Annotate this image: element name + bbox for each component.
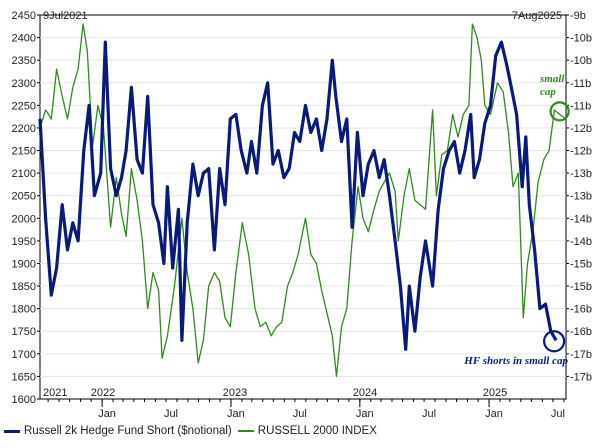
left-tick-label: 2350 <box>12 55 36 67</box>
right-axis-ticks: -9b -10b -10b -11b -11b -12b -12b -13b -13b -14b -… <box>566 10 592 383</box>
series-lines <box>38 23 567 378</box>
year-label: 2025 <box>483 387 507 399</box>
start-date-label: 9Jul2021 <box>43 10 88 22</box>
legend-swatch-russell <box>237 430 254 432</box>
right-tick-label: -12b <box>570 146 592 158</box>
right-tick-label: -15b <box>570 281 592 293</box>
month-label: Jan <box>98 408 116 420</box>
left-tick-label: 2150 <box>12 146 36 158</box>
right-tick-label: -10b <box>570 55 592 67</box>
left-tick-label: 2250 <box>12 100 36 112</box>
left-tick-label: 1700 <box>12 349 36 361</box>
right-tick-label: -16b <box>570 304 592 316</box>
right-tick-label: -11b <box>570 100 591 112</box>
right-tick-label: -13b <box>570 191 592 203</box>
month-label: Jan <box>356 408 374 420</box>
left-tick-label: 2450 <box>12 10 36 22</box>
legend: Russell 2k Hedge Fund Short ($notional) … <box>4 422 383 440</box>
end-date-label: 7Aug2025 <box>512 10 562 22</box>
series-line-hf-short <box>38 40 558 351</box>
left-tick-label: 1650 <box>12 371 36 383</box>
left-tick-label: 2200 <box>12 123 36 135</box>
right-tick-label: -13b <box>570 168 592 180</box>
left-tick-label: 2000 <box>12 213 36 225</box>
time-axis: 2021 2022 2023 2024 2025 Jan Jul Jan Jul Jan Jul Ja… <box>43 387 565 420</box>
series-line-russell-2000 <box>39 23 567 378</box>
year-label: 2024 <box>353 387 377 399</box>
hf-shorts-annotation: HF shorts in small cap <box>463 355 568 367</box>
month-label: Jul <box>551 408 565 420</box>
left-tick-label: 1850 <box>12 281 36 293</box>
small-cap-circle-marker <box>549 101 570 122</box>
month-label: Jan <box>485 408 503 420</box>
legend-label-hf-short: Russell 2k Hedge Fund Short ($notional) <box>24 425 232 437</box>
legend-label-russell: RUSSELL 2000 INDEX <box>257 425 377 437</box>
small-cap-annotation-line2: cap <box>540 86 556 98</box>
right-tick-label: -17b <box>570 371 592 383</box>
right-tick-label: -15b <box>570 258 592 270</box>
year-label: 2021 <box>43 387 67 399</box>
plot-area <box>39 14 567 400</box>
left-tick-label: 1900 <box>12 258 36 270</box>
left-tick-label: 2300 <box>12 78 36 90</box>
legend-item-russell: RUSSELL 2000 INDEX <box>237 425 377 437</box>
small-cap-annotation-line1: small <box>539 73 565 85</box>
left-tick-label: 1750 <box>12 326 36 338</box>
month-label: Jan <box>227 408 245 420</box>
right-tick-label: -11b <box>570 78 591 90</box>
year-label: 2023 <box>223 387 247 399</box>
left-axis-ticks: 2450 2400 2350 2300 2250 2200 2150 2100 2050 2000… <box>12 10 40 406</box>
right-tick-label: -14b <box>570 213 592 225</box>
right-tick-label: -12b <box>570 123 592 135</box>
left-tick-label: 2050 <box>12 191 36 203</box>
right-tick-label: -9b <box>570 10 586 22</box>
legend-swatch-hf-short <box>4 429 20 433</box>
hf-shorts-circle-marker <box>543 330 566 353</box>
month-label: Jul <box>164 408 178 420</box>
right-tick-label: -17b <box>570 349 592 361</box>
left-tick-label: 1950 <box>12 236 36 248</box>
year-label: 2022 <box>91 387 115 399</box>
left-tick-label: 2400 <box>12 33 36 45</box>
left-tick-label: 2100 <box>12 168 36 180</box>
left-tick-label: 1600 <box>12 394 36 406</box>
right-tick-label: -14b <box>570 236 592 248</box>
month-label: Jul <box>293 408 307 420</box>
right-tick-label: -16b <box>570 326 592 338</box>
legend-item-hf-short: Russell 2k Hedge Fund Short ($notional) <box>4 425 232 437</box>
month-label: Jul <box>422 408 436 420</box>
left-tick-label: 1800 <box>12 304 36 316</box>
right-tick-label: -10b <box>570 33 592 45</box>
